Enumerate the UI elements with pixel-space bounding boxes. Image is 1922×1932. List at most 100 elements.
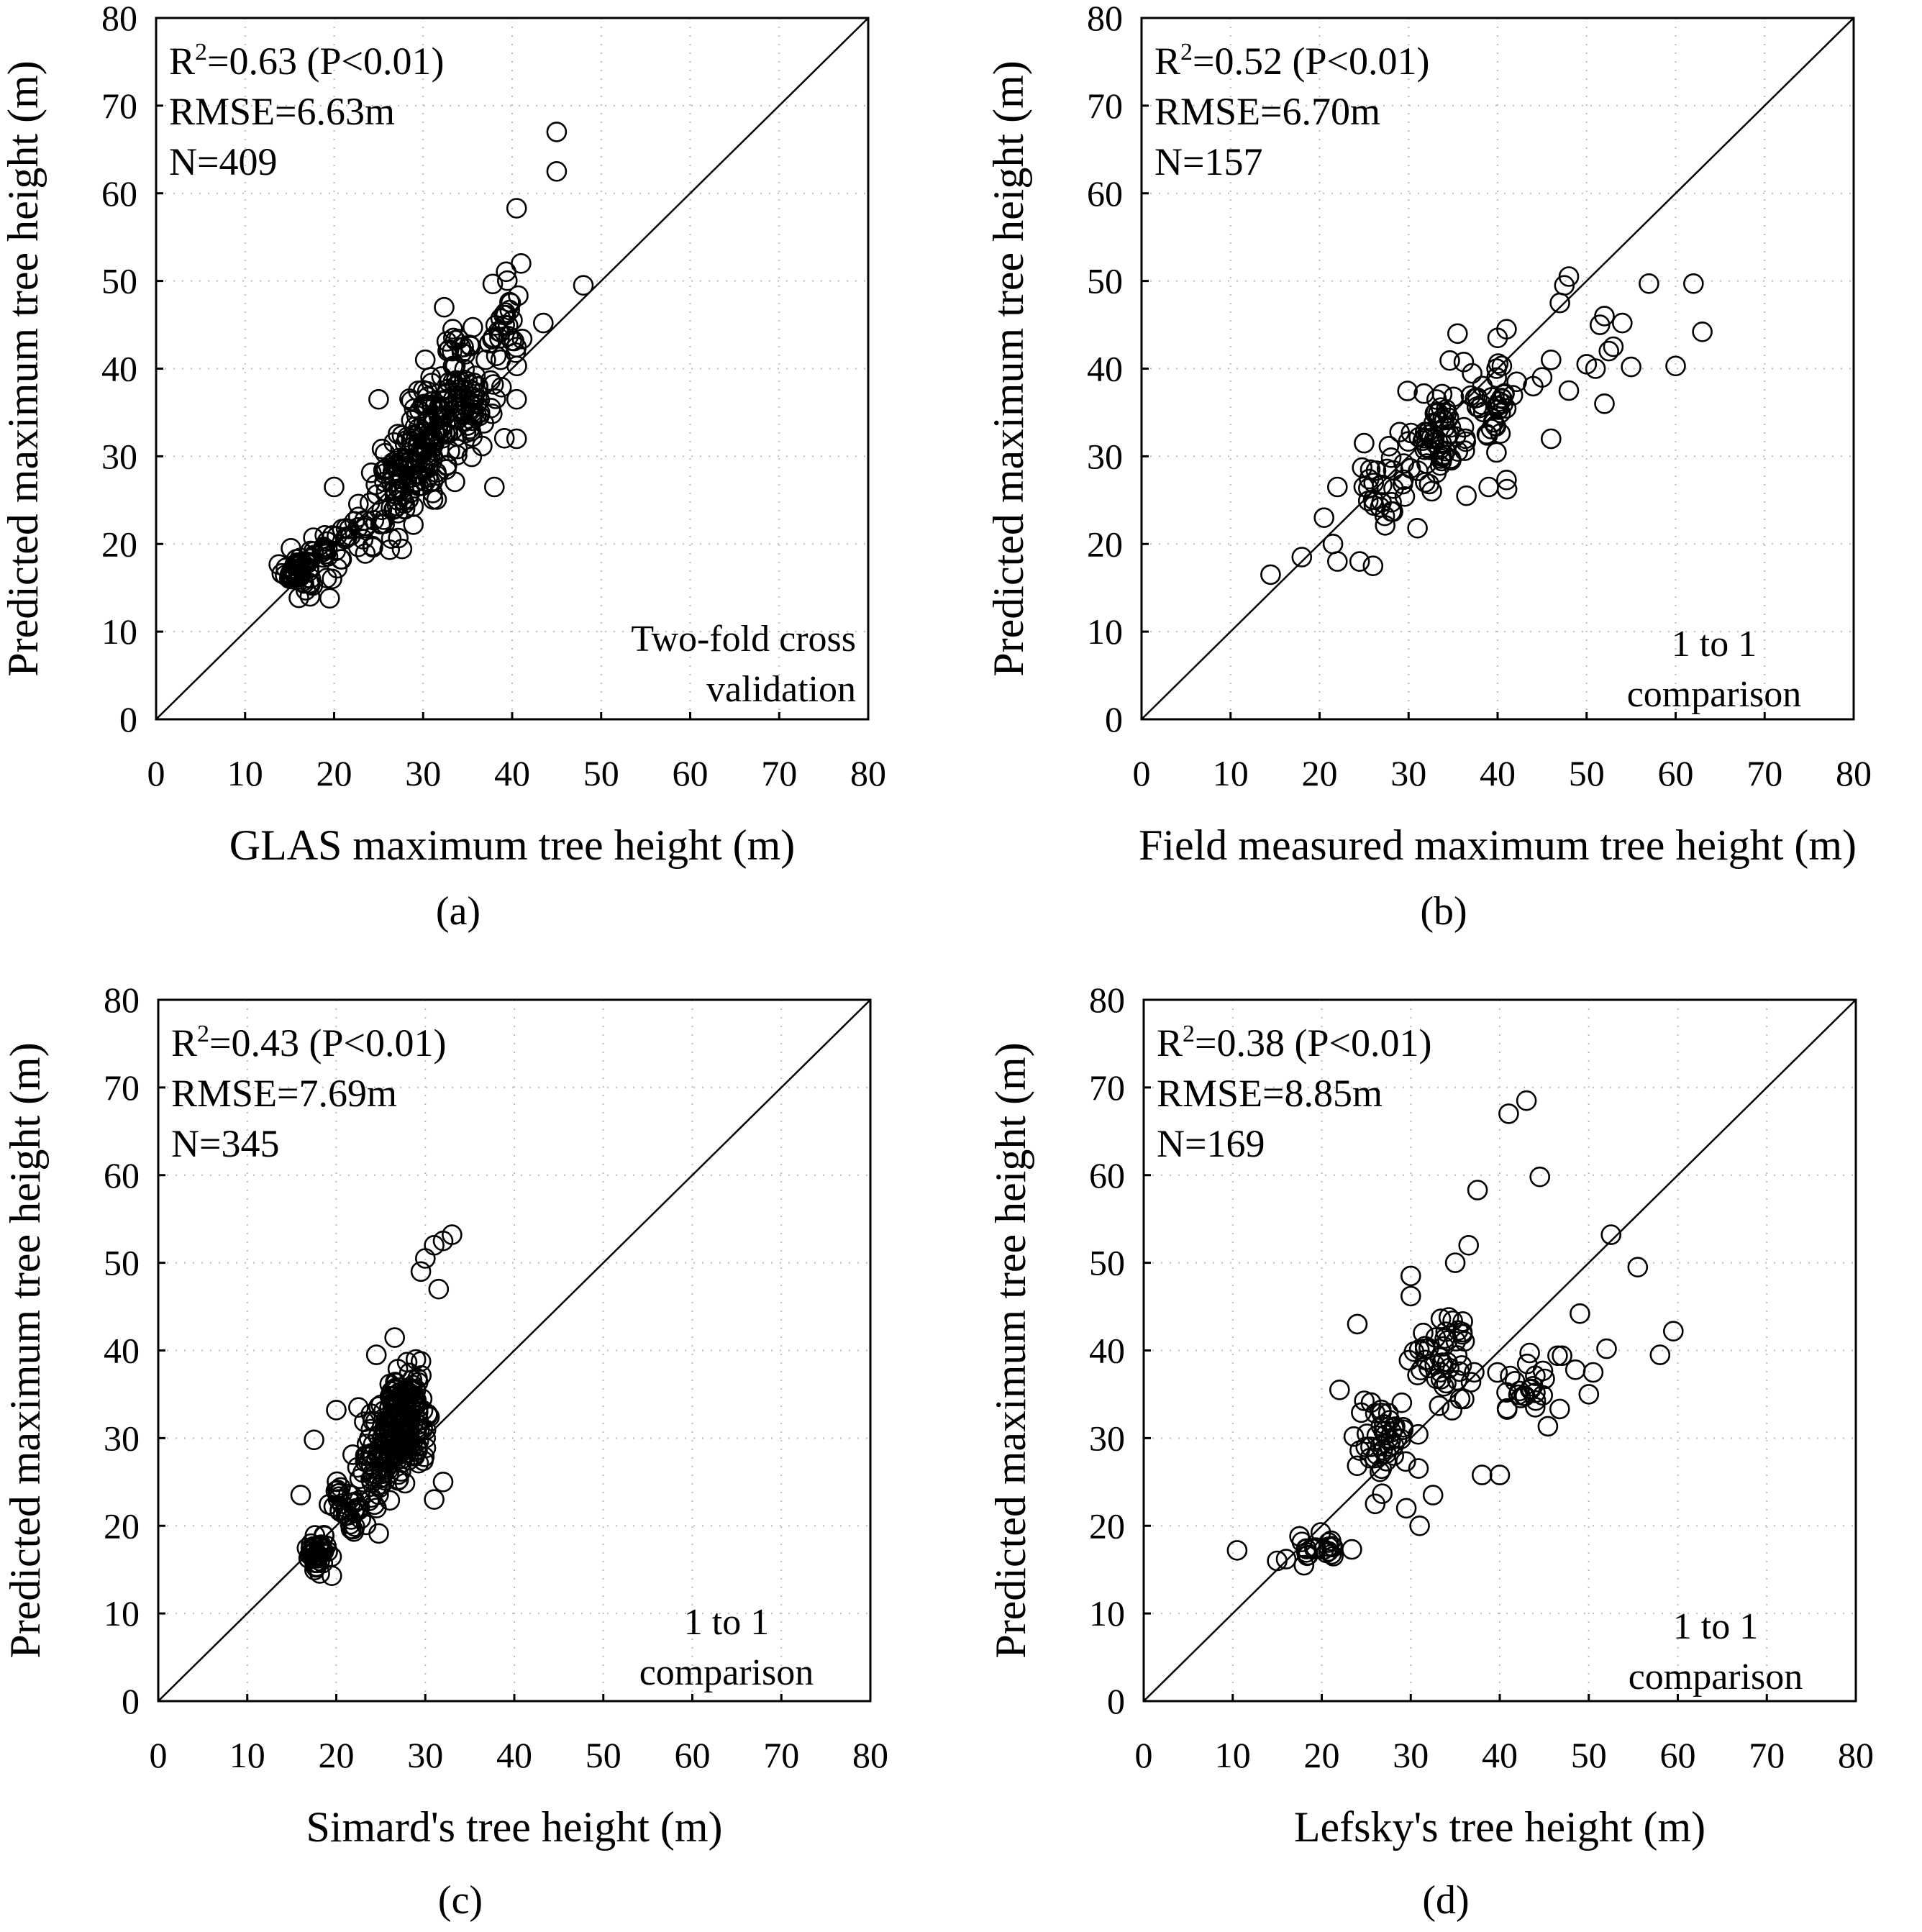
data-point	[1454, 1388, 1475, 1410]
data-point	[1603, 336, 1624, 357]
data-point	[422, 412, 443, 434]
data-point	[1403, 1341, 1425, 1362]
r-squared-annotation: R2=0.43 (P<0.01)	[171, 1021, 446, 1065]
data-point	[1558, 380, 1580, 401]
y-tick-label: 20	[104, 1505, 140, 1546]
data-point	[1347, 1313, 1368, 1335]
data-point	[1323, 1546, 1344, 1567]
data-point	[1487, 1362, 1508, 1383]
data-point	[1665, 355, 1686, 377]
data-point	[504, 330, 525, 352]
panel-note-line: 1 to 1	[1673, 1606, 1758, 1647]
x-tick-label: 70	[1746, 753, 1782, 793]
data-point	[379, 1449, 401, 1470]
data-point	[414, 1248, 436, 1269]
x-tick-label: 20	[1304, 1735, 1340, 1775]
data-point	[1372, 1483, 1393, 1504]
data-point	[404, 1446, 425, 1467]
data-point	[306, 1556, 327, 1577]
data-point	[418, 432, 439, 454]
data-point	[321, 1546, 342, 1567]
data-point	[365, 474, 386, 496]
data-point	[283, 562, 304, 584]
data-point	[495, 302, 516, 323]
data-point	[1478, 476, 1499, 498]
y-tick-label: 20	[1089, 1505, 1125, 1546]
superscript-two: 2	[197, 1021, 209, 1047]
r-squared-value: =0.38 (P<0.01)	[1195, 1021, 1431, 1065]
data-point	[1496, 469, 1517, 491]
data-point	[1400, 1285, 1421, 1307]
y-tick-label: 80	[104, 980, 140, 1020]
data-point	[1351, 1402, 1372, 1423]
data-point	[1343, 1426, 1365, 1447]
data-point	[1541, 349, 1562, 370]
data-point	[1516, 1353, 1538, 1375]
data-point	[374, 442, 396, 464]
r-symbol: R	[1154, 40, 1180, 83]
data-point	[1532, 1385, 1553, 1406]
rmse-annotation: RMSE=6.63m	[169, 90, 395, 133]
data-point	[1430, 1308, 1452, 1329]
data-point	[1365, 460, 1387, 481]
data-point	[1327, 551, 1348, 572]
x-tick-label: 10	[1215, 1735, 1251, 1775]
data-point	[1370, 1436, 1391, 1457]
x-tick-label: 0	[1133, 753, 1151, 793]
panel-label: (b)	[1420, 889, 1467, 934]
y-tick-label: 30	[1089, 1418, 1125, 1458]
x-tick-label: 80	[850, 753, 886, 793]
rmse-annotation: RMSE=6.70m	[1154, 90, 1380, 133]
data-point	[1621, 356, 1641, 378]
data-point	[304, 1429, 324, 1451]
data-point	[379, 1490, 401, 1511]
y-tick-label: 10	[1089, 1593, 1125, 1633]
data-point	[1378, 435, 1400, 457]
y-tick-label: 70	[1089, 1067, 1125, 1108]
r-squared-value: =0.52 (P<0.01)	[1193, 40, 1429, 83]
superscript-two: 2	[1180, 39, 1193, 65]
data-point	[483, 374, 504, 395]
data-point	[1360, 1436, 1381, 1457]
data-point	[414, 1446, 435, 1467]
y-tick-label: 20	[1087, 524, 1123, 564]
data-point	[478, 332, 500, 354]
x-tick-label: 0	[150, 1735, 168, 1775]
data-point	[414, 349, 436, 370]
data-point	[1395, 1451, 1416, 1472]
x-tick-label: 30	[407, 1735, 443, 1775]
y-tick-label: 70	[104, 1067, 140, 1108]
data-point	[1460, 385, 1482, 406]
data-point	[1413, 1322, 1434, 1344]
data-point	[355, 543, 376, 564]
data-point	[1639, 273, 1659, 294]
r-symbol: R	[169, 40, 195, 83]
x-tick-label: 30	[1393, 1735, 1429, 1775]
data-point	[1509, 1380, 1530, 1402]
data-point	[1366, 1444, 1388, 1465]
data-point	[1397, 381, 1418, 401]
data-point	[1582, 1362, 1604, 1383]
x-axis-title: Simard's tree height (m)	[306, 1803, 723, 1851]
data-point	[290, 1485, 311, 1505]
data-point	[403, 514, 424, 535]
x-tick-label: 40	[1480, 753, 1516, 793]
data-point	[422, 452, 442, 473]
y-axis-title: Predicted maximum tree height (m)	[0, 60, 47, 676]
data-point	[1347, 1455, 1368, 1477]
data-point	[432, 397, 454, 418]
sample-size-annotation: N=345	[171, 1122, 279, 1165]
x-tick-label: 50	[586, 1735, 621, 1775]
data-point	[1523, 375, 1544, 397]
data-point	[1321, 1536, 1343, 1557]
data-point	[1275, 1549, 1297, 1569]
data-point	[1683, 273, 1704, 294]
data-point	[1600, 1224, 1621, 1245]
data-point	[442, 319, 463, 340]
data-point	[408, 1397, 429, 1418]
data-point	[383, 499, 404, 520]
y-tick-label: 40	[1087, 349, 1123, 389]
data-point	[1389, 422, 1410, 443]
